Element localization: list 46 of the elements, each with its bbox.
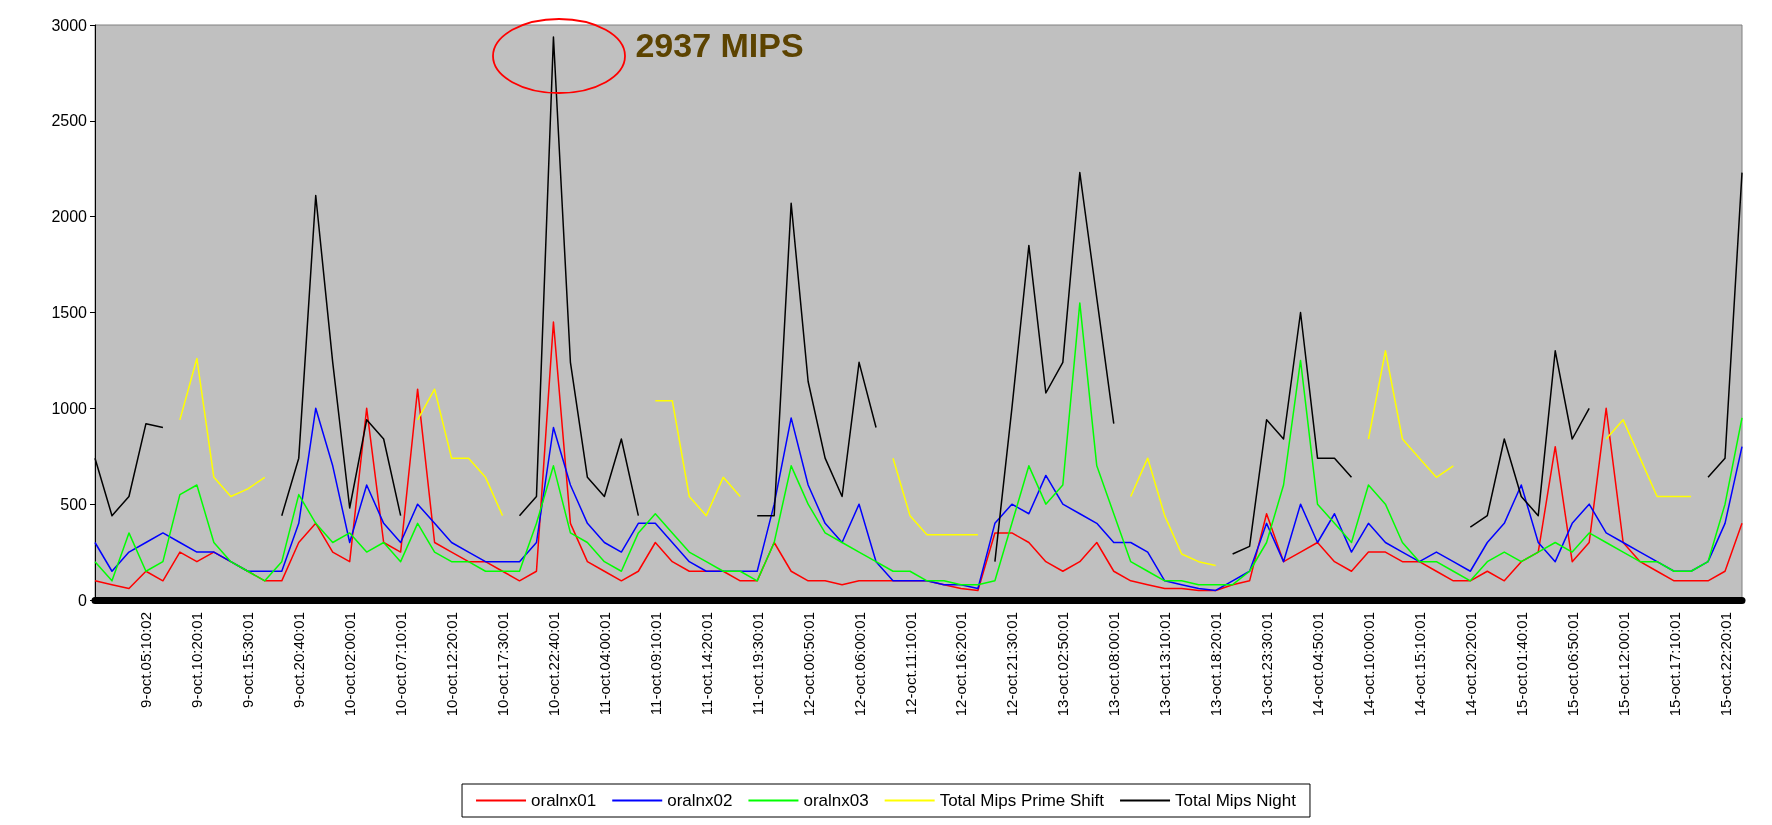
annotation: 2937 MIPS bbox=[635, 26, 804, 65]
x-tick-label: 15-oct.22:20:01 bbox=[1716, 612, 1734, 717]
legend-label: oralnx03 bbox=[803, 791, 869, 810]
x-tick-label: 9-oct.15:30:01 bbox=[239, 612, 257, 708]
x-tick-label: 10-oct.12:20:01 bbox=[443, 612, 461, 717]
line-series bbox=[94, 407, 1743, 592]
x-tick-label: 15-oct.01:40:01 bbox=[1512, 612, 1530, 717]
x-tick-label: 12-oct.21:30:01 bbox=[1003, 612, 1021, 717]
x-tick-label: 13-oct.13:10:01 bbox=[1156, 612, 1174, 717]
x-tick-label: 10-oct.17:30:01 bbox=[494, 612, 512, 717]
x-tick-label: 9-oct.10:20:01 bbox=[188, 612, 206, 708]
x-tick-label: 15-oct.12:00:01 bbox=[1614, 612, 1632, 717]
y-tick-label: 2500 bbox=[51, 112, 88, 130]
x-tick-label: 13-oct.08:00:01 bbox=[1105, 612, 1123, 717]
legend-label: oralnx02 bbox=[667, 791, 733, 810]
x-tick-label: 13-oct.02:50:01 bbox=[1054, 612, 1072, 717]
x-tick-label: 15-oct.17:10:01 bbox=[1665, 612, 1683, 717]
x-tick-label: 15-oct.06:50:01 bbox=[1563, 612, 1581, 717]
x-tick-label: 11-oct.09:10:01 bbox=[646, 612, 664, 716]
y-tick-label: 0 bbox=[78, 591, 88, 609]
x-tick-label: 10-oct.07:10:01 bbox=[392, 612, 410, 717]
y-tick-label: 1000 bbox=[51, 399, 88, 417]
y-tick-label: 1500 bbox=[51, 304, 88, 321]
legend-label: oralnx01 bbox=[531, 791, 597, 810]
x-tick-label: 14-oct.15:10:01 bbox=[1410, 612, 1428, 717]
x-tick-label: 11-oct.19:30:01 bbox=[748, 612, 766, 716]
y-tick-label: 3000 bbox=[51, 16, 88, 34]
y-tick-label: 500 bbox=[60, 495, 88, 513]
x-tick-label: 11-oct.04:00:01 bbox=[595, 612, 613, 716]
legend-label: Total Mips Prime Shift bbox=[939, 791, 1105, 810]
y-tick-label: 2000 bbox=[51, 208, 88, 226]
x-tick-label: 13-oct.23:30:01 bbox=[1258, 612, 1276, 717]
x-tick-label: 14-oct.10:00:01 bbox=[1359, 612, 1377, 717]
x-tick-label: 12-oct.00:50:01 bbox=[799, 612, 817, 717]
x-tick-label: 9-oct.20:40:01 bbox=[290, 612, 308, 708]
x-tick-label: 12-oct.06:00:01 bbox=[850, 612, 868, 717]
x-tick-label: 11-oct.14:20:01 bbox=[697, 612, 715, 716]
x-tick-label: 14-oct.20:20:01 bbox=[1461, 612, 1479, 717]
x-tick-label: 10-oct.02:00:01 bbox=[341, 612, 359, 717]
x-tick-label: 12-oct.16:20:01 bbox=[952, 612, 970, 717]
x-tick-label: 13-oct.18:20:01 bbox=[1207, 612, 1225, 717]
x-tick-label: 12-oct.11:10:01 bbox=[901, 612, 919, 716]
legend-label: Total Mips Night bbox=[1175, 791, 1297, 810]
x-tick-label: 9-oct.05:10:02 bbox=[137, 612, 155, 708]
x-tick-label: 10-oct.22:40:01 bbox=[544, 612, 562, 717]
x-tick-label: 14-oct.04:50:01 bbox=[1309, 612, 1327, 717]
